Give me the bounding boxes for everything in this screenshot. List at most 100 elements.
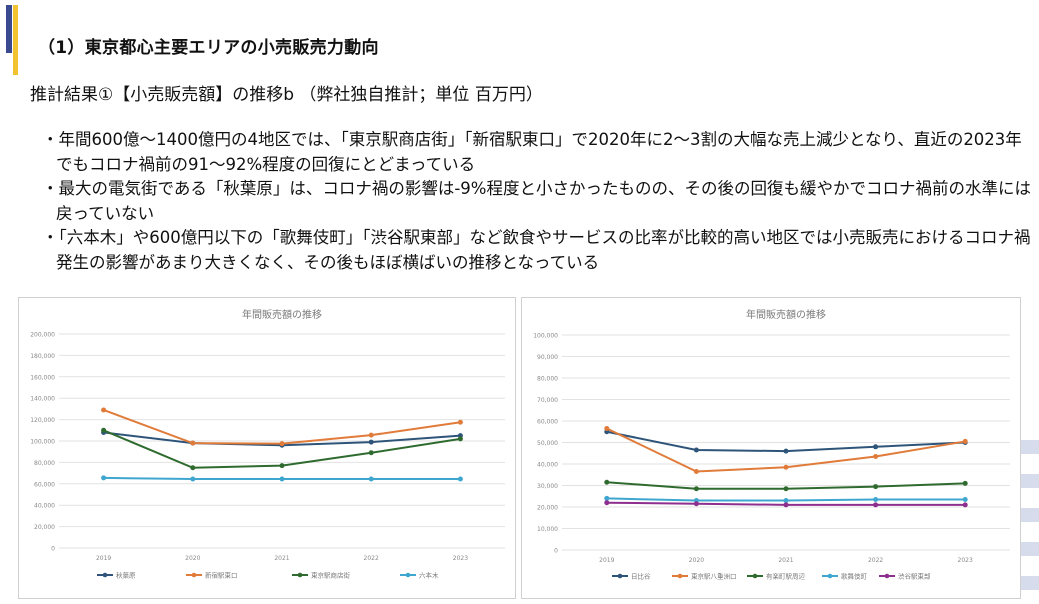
y-tick-label: 140,000 [30,396,55,403]
y-tick-label: 180,000 [30,353,55,360]
accent-bar-yellow [13,5,18,75]
data-point [604,495,610,501]
bullet-item: ・年間600億～1400億円の4地区では、「東京駅商店街」「新宿駅東口」で202… [42,130,1022,174]
legend-marker [297,572,303,578]
section-title: （1）東京都心主要エリアの小売販売力動向 [38,38,379,58]
data-point [368,432,374,438]
data-point [101,427,107,433]
data-point [873,484,879,490]
legend-marker [617,573,623,579]
legend-label: 新宿駅東口 [205,571,238,580]
y-tick-label: 80,000 [537,376,558,383]
data-point [190,440,196,446]
chart-title: 年間販売額の推移 [746,308,826,321]
chart-panel-right: 年間販売額の推移 0 10,000 20,000 30,000 40,000 50,000 6… [521,297,1021,599]
data-point [873,496,879,502]
chart-panel-left: 年間販売額の推移 0 20,000 40,000 60,000 80,000 100,000… [18,297,516,599]
y-tick-label: 80,000 [34,460,55,467]
y-tick-label: 100,000 [30,439,55,446]
x-tick-label: 2020 [185,555,200,562]
y-tick-label: 0 [554,548,558,555]
data-point [783,464,789,470]
data-point [279,463,285,469]
bullet-item: ・「六本木」や600億円以下の「歌舞伎町」「渋谷駅東部」など飲食やサービスの比率… [42,228,1031,272]
series-line [606,430,966,453]
legend-marker [405,572,411,578]
data-point [962,480,968,486]
data-point [693,501,699,507]
y-tick-label: 200,000 [30,332,55,339]
y-tick-label: 30,000 [537,483,558,490]
data-point [604,426,610,432]
y-tick-label: 0 [51,546,55,553]
x-tick-label: 2022 [364,555,379,562]
data-point [962,502,968,508]
x-tick-label: 2023 [958,557,973,564]
legend-marker [191,572,197,578]
data-point [693,469,699,475]
data-point [190,476,196,482]
legend-label: 秋葉原 [116,571,136,580]
y-tick-label: 120,000 [30,417,55,424]
data-point [783,498,789,504]
legend-label: 日比谷 [631,572,651,581]
data-point [101,475,107,481]
data-point [604,500,610,506]
data-point [783,502,789,508]
legend-marker [102,572,108,578]
chart-right: 年間販売額の推移 0 10,000 20,000 30,000 40,000 50,000 6… [533,308,1010,581]
x-tick-label: 2021 [778,557,793,564]
legend-label: 渋谷駅東部 [898,572,931,581]
data-point [368,439,374,445]
y-tick-label: 40,000 [537,462,558,469]
x-tick-label: 2019 [96,555,111,562]
data-point [873,453,879,459]
data-point [693,447,699,453]
x-tick-label: 2019 [599,557,614,564]
legend-marker [752,573,758,579]
chart-title: 年間販売額の推移 [242,308,322,321]
accent-bar-blue [6,5,12,53]
data-point [279,441,285,447]
legend-marker [884,573,890,579]
data-point [962,438,968,444]
data-point [962,496,968,502]
y-tick-label: 160,000 [30,374,55,381]
data-point [783,486,789,492]
data-point [457,436,463,442]
subtitle: 推計結果①【小売販売額】の推移b （弊社独自推計；単位 百万円） [30,85,543,105]
data-point [190,465,196,471]
y-tick-label: 60,000 [537,419,558,426]
legend-marker [827,573,833,579]
x-tick-label: 2021 [274,555,289,562]
legend-label: 東京駅八重洲口 [691,572,737,581]
data-point [368,476,374,482]
data-point [873,444,879,450]
legend-label: 東京駅商店街 [311,571,351,580]
legend-label: 六本木 [419,571,439,580]
data-point [368,450,374,456]
data-point [693,486,699,492]
data-point [783,448,789,454]
x-tick-label: 2020 [689,557,704,564]
chart-left: 年間販売額の推移 0 20,000 40,000 60,000 80,000 100,000… [30,308,505,580]
y-tick-label: 60,000 [34,481,55,488]
legend-label: 歌舞伎町 [841,572,868,581]
x-tick-label: 2023 [453,555,468,562]
legend-label: 有楽町駅周辺 [766,572,806,581]
y-tick-label: 10,000 [537,526,558,533]
data-point [604,479,610,485]
y-tick-label: 90,000 [537,354,558,361]
data-point [873,502,879,508]
bullet-list: ・年間600億～1400億円の4地区では、「東京駅商店街」「新宿駅東口」で202… [42,128,1032,275]
data-point [457,476,463,482]
x-tick-label: 2022 [868,557,883,564]
y-tick-label: 50,000 [537,440,558,447]
y-tick-label: 20,000 [34,524,55,531]
y-tick-label: 70,000 [537,397,558,404]
data-point [457,419,463,425]
y-tick-label: 20,000 [537,505,558,512]
y-tick-label: 40,000 [34,503,55,510]
data-point [101,407,107,413]
legend-marker [677,573,683,579]
